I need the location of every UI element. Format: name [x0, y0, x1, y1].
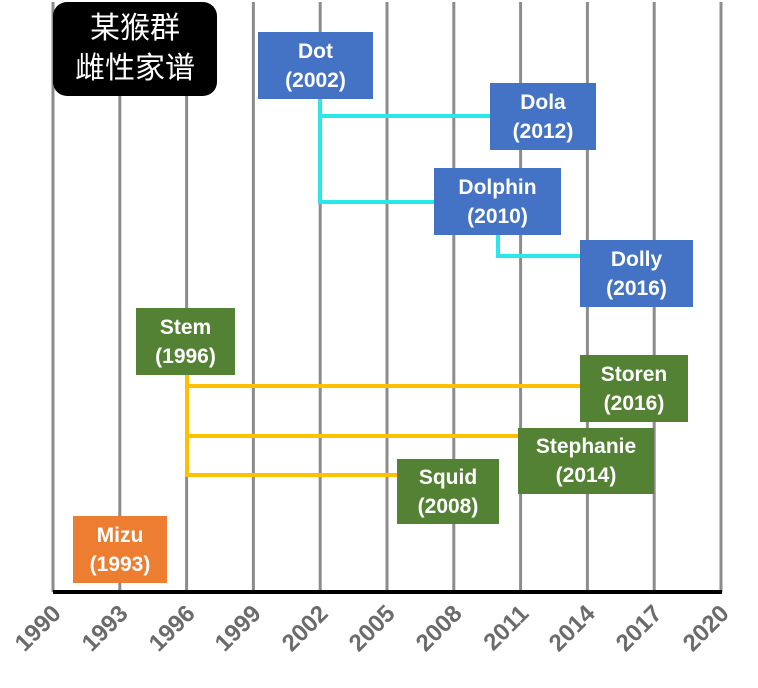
node-name: Mizu	[96, 523, 144, 547]
link-dot-dola	[318, 99, 490, 118]
title-line-2: 雌性家谱	[75, 51, 195, 86]
node-birth-year: (2002)	[285, 68, 346, 92]
node-stephanie: Stephanie (2014)	[518, 428, 654, 494]
node-name: Squid	[418, 465, 478, 489]
node-birth-year: (2010)	[467, 204, 528, 228]
node-birth-year: (2016)	[603, 391, 665, 415]
mother-daughter-connectors	[185, 99, 580, 477]
node-birth-year: (2014)	[555, 464, 617, 487]
node-name: Stem	[159, 315, 212, 339]
node-dolly: Dolly (2016)	[580, 240, 693, 307]
node-birth-year: (2012)	[512, 119, 574, 143]
node-name: Dola	[520, 90, 566, 114]
node-name: Dolphin	[458, 175, 537, 199]
node-dot: Dot (2002)	[258, 32, 373, 99]
node-name: Stephanie	[535, 435, 637, 458]
node-name: Dot	[298, 39, 333, 63]
node-birth-year: (1996)	[155, 344, 216, 368]
node-name: Storen	[600, 362, 668, 386]
node-squid: Squid (2008)	[397, 459, 499, 524]
node-mizu: Mizu (1993)	[73, 516, 167, 583]
node-dolphin: Dolphin (2010)	[434, 168, 561, 235]
node-birth-year: (1993)	[89, 552, 151, 576]
link-dolphin-dolly	[496, 235, 580, 258]
node-birth-year: (2008)	[417, 494, 479, 518]
title-line-1: 某猴群	[90, 11, 180, 46]
node-name: Dolly	[610, 247, 663, 271]
link-stem-stephanie	[185, 386, 518, 438]
link-stem-squid	[185, 436, 397, 477]
node-storen: Storen (2016)	[580, 355, 688, 422]
link-dot-dolphin	[318, 116, 434, 204]
node-stem: Stem (1996)	[136, 308, 235, 375]
node-birth-year: (2016)	[606, 276, 667, 300]
diagram-title: 某猴群 雌性家谱	[53, 2, 217, 96]
node-dola: Dola (2012)	[490, 83, 596, 150]
